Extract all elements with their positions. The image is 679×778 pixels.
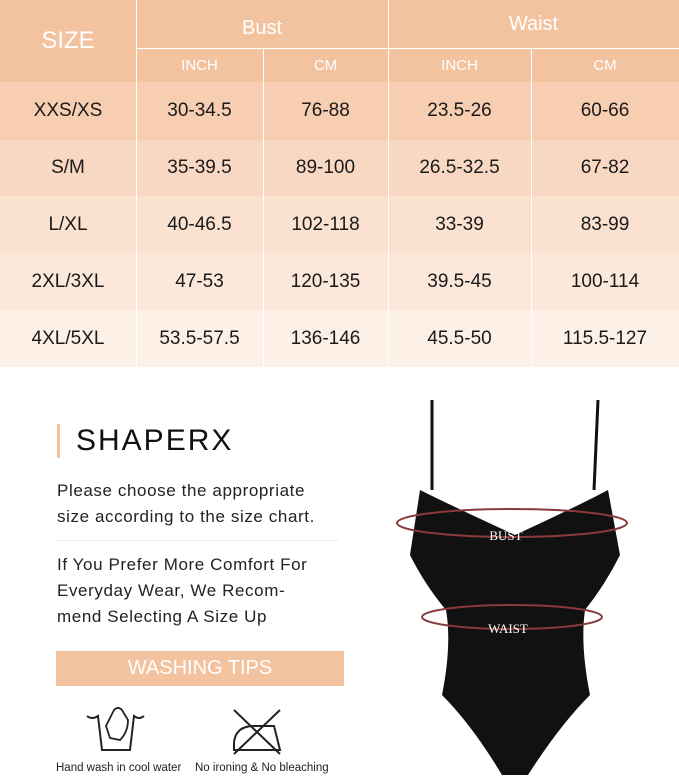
cell-bust-cm: 102-118	[291, 213, 360, 235]
table-row: S/M 35-39.5 89-100 26.5-32.5 67-82	[0, 140, 679, 196]
comfort-note-line: Everyday Wear, We Recom-	[57, 581, 286, 600]
cell-bust-in: 53.5-57.5	[159, 327, 240, 349]
cell-bust-cm: 120-135	[290, 270, 361, 292]
cell-waist-cm: 60-66	[580, 100, 630, 121]
table-row: XXS/XS 30-34.5 76-88 23.5-26 60-66	[0, 82, 679, 140]
waist-label: WAIST	[488, 621, 528, 636]
header-bust-cm: CM	[313, 56, 338, 74]
column-divider	[263, 48, 264, 367]
cell-bust-in: 47-53	[175, 270, 224, 292]
hand-wash-icon	[86, 707, 145, 751]
cell-waist-in: 45.5-50	[427, 327, 492, 349]
washing-tips-title: WASHING TIPS	[56, 651, 344, 686]
cell-bust-in: 30-34.5	[167, 100, 232, 121]
header-bust: Bust	[241, 16, 283, 39]
cell-size: 2XL/3XL	[31, 270, 105, 292]
size-note-line: size according to the size chart.	[57, 507, 315, 526]
comfort-note-line: If You Prefer More Comfort For	[57, 555, 308, 574]
cell-bust-cm: 136-146	[290, 327, 361, 349]
tip-label: No ironing & No bleaching	[195, 762, 329, 774]
no-ironing-icon	[233, 709, 282, 755]
column-divider	[531, 48, 532, 367]
column-divider	[136, 0, 137, 367]
comfort-note-line: mend Selecting A Size Up	[57, 607, 268, 626]
cell-size: L/XL	[48, 213, 88, 235]
table-header	[0, 0, 679, 82]
brand-logo: SHAPERX	[57, 424, 233, 458]
size-note: Please choose the appropriate size accor…	[57, 478, 315, 530]
cell-waist-cm: 100-114	[570, 270, 640, 292]
table-row: 2XL/3XL 47-53 120-135 39.5-45 100-114	[0, 253, 679, 310]
cell-waist-cm: 115.5-127	[562, 327, 648, 349]
cell-bust-in: 40-46.5	[167, 213, 232, 235]
tip-label: Hand wash in cool water	[56, 762, 182, 774]
table-row: L/XL 40-46.5 102-118 33-39 83-99	[0, 196, 679, 253]
bodysuit-shape	[410, 490, 620, 775]
bust-measure-line	[396, 508, 628, 538]
cell-waist-cm: 67-82	[580, 157, 630, 178]
cell-bust-cm: 76-88	[301, 100, 350, 121]
comfort-note: If You Prefer More Comfort For Everyday …	[57, 552, 307, 630]
header-bust-inch: INCH	[181, 56, 218, 74]
cell-size: 4XL/5XL	[31, 327, 105, 349]
cell-size: S/M	[51, 157, 85, 178]
bodysuit-figure: BUST WAIST	[396, 399, 628, 775]
waist-measure-line	[421, 604, 603, 630]
divider	[57, 540, 339, 541]
cell-waist-in: 26.5-32.5	[419, 157, 500, 178]
cell-bust-cm: 89-100	[295, 157, 356, 178]
header-waist: Waist	[508, 12, 559, 35]
cell-waist-in: 39.5-45	[427, 270, 492, 292]
bust-label: BUST	[489, 528, 522, 543]
header-waist-inch: INCH	[441, 56, 478, 74]
header-size: SIZE	[41, 27, 95, 54]
cell-size: XXS/XS	[33, 100, 103, 121]
cell-waist-in: 23.5-26	[427, 100, 492, 121]
row-divider	[136, 48, 679, 49]
table-row: 4XL/5XL 53.5-57.5 136-146 45.5-50 115.5-127	[0, 310, 679, 367]
size-note-line: Please choose the appropriate	[57, 481, 306, 500]
cell-waist-cm: 83-99	[580, 213, 630, 235]
cell-waist-in: 33-39	[435, 213, 484, 235]
column-divider	[388, 0, 389, 367]
cell-bust-in: 35-39.5	[167, 157, 232, 178]
header-waist-cm: CM	[593, 56, 617, 74]
